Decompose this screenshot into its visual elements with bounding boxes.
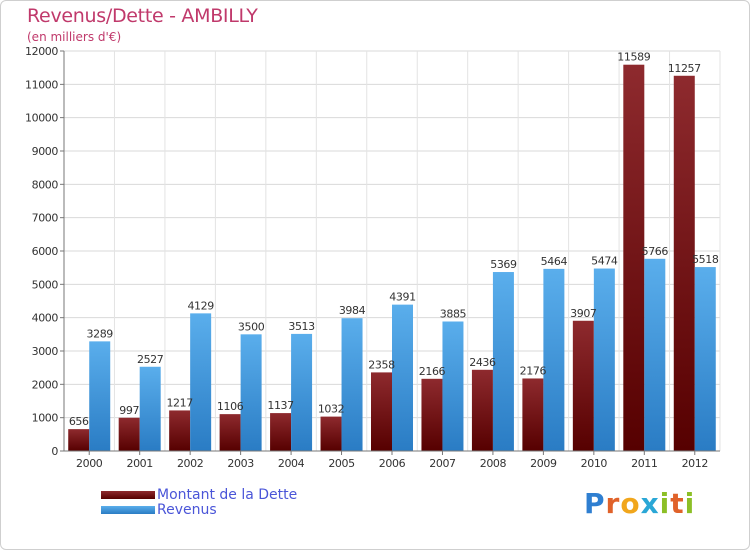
bar-dette	[471, 369, 493, 451]
bar-revenus	[139, 366, 161, 451]
data-label-revenus: 3500	[238, 320, 265, 333]
bar-dette	[572, 320, 594, 451]
legend-label-revenus: Revenus	[157, 502, 217, 518]
data-label-revenus: 3984	[339, 304, 366, 317]
bar-dette	[623, 64, 645, 451]
data-label-dette: 11257	[668, 62, 701, 75]
y-tick-label: 12000	[25, 45, 58, 58]
y-tick-label: 0	[51, 445, 58, 458]
data-label-revenus: 4129	[187, 299, 214, 312]
x-tick-label: 2010	[581, 457, 608, 470]
data-label-dette: 1137	[267, 399, 294, 412]
data-label-dette: 11589	[617, 51, 650, 64]
y-tick-label: 10000	[25, 112, 58, 125]
x-tick-label: 2003	[227, 457, 254, 470]
data-label-revenus: 4391	[389, 291, 415, 304]
legend-item-dette: Montant de la Dette	[101, 487, 297, 503]
logo-letter: x	[640, 487, 660, 520]
data-label-revenus: 3513	[288, 320, 315, 333]
legend-item-revenus: Revenus	[101, 502, 217, 518]
bar-revenus	[543, 268, 565, 451]
logo-letter: o	[620, 487, 641, 520]
x-tick-label: 2006	[379, 457, 406, 470]
x-tick-label: 2007	[429, 457, 456, 470]
y-tick-label: 6000	[32, 245, 59, 258]
logo-letter: P	[584, 487, 606, 520]
chart-title: Revenus/Dette - AMBILLY	[27, 5, 258, 27]
y-tick-label: 2000	[32, 378, 59, 391]
bar-dette	[270, 413, 292, 451]
legend-swatch-revenus	[101, 506, 155, 514]
y-tick-label: 7000	[32, 212, 59, 225]
data-label-dette: 3907	[570, 307, 597, 320]
bar-dette	[219, 414, 241, 451]
data-label-dette: 1106	[217, 400, 244, 413]
data-label-dette: 1032	[318, 403, 344, 416]
bar-revenus	[89, 341, 111, 451]
bar-revenus	[442, 321, 464, 451]
bar-revenus	[291, 333, 313, 451]
bar-revenus	[644, 258, 666, 451]
bars	[68, 64, 716, 452]
bar-dette	[673, 75, 695, 452]
legend-swatch-dette	[101, 491, 155, 499]
bar-revenus	[240, 334, 262, 451]
bar-dette	[320, 416, 342, 451]
legend-label-dette: Montant de la Dette	[157, 487, 298, 503]
data-label-dette: 656	[69, 415, 89, 428]
x-tick-label: 2001	[126, 457, 152, 470]
bar-revenus	[492, 272, 514, 451]
y-tick-label: 1000	[32, 412, 59, 425]
x-tick-label: 2004	[278, 457, 305, 470]
data-label-revenus: 5464	[541, 255, 568, 268]
bar-revenus	[694, 267, 716, 451]
x-tick-label: 2005	[328, 457, 355, 470]
y-tick-label: 9000	[32, 145, 59, 158]
x-tick-label: 2008	[480, 457, 507, 470]
data-label-dette: 2166	[419, 365, 446, 378]
chart-subtitle: (en milliers d'€)	[27, 30, 122, 44]
bar-dette	[371, 372, 392, 451]
data-labels: 656 3289 997 2527 1217 4129 1106 3500 1137 3513 10…	[69, 51, 719, 428]
logo-letter: i	[684, 487, 696, 520]
y-tick-label: 5000	[32, 278, 59, 291]
x-tick-label: 2009	[530, 457, 557, 470]
y-tick-label: 4000	[32, 312, 59, 325]
logo-letter: r	[605, 487, 621, 520]
y-tick-label: 3000	[32, 345, 59, 358]
data-label-revenus: 3289	[87, 327, 114, 340]
bar-dette	[522, 378, 544, 451]
bar-dette	[169, 410, 191, 451]
data-label-revenus: 5766	[642, 245, 669, 258]
bar-revenus	[341, 318, 363, 451]
y-tick-label: 11000	[25, 78, 58, 91]
bar-dette	[421, 378, 443, 451]
logo-letter: t	[670, 487, 685, 520]
data-label-revenus: 2527	[137, 353, 164, 366]
data-label-revenus: 3885	[440, 308, 467, 321]
bar-revenus	[593, 268, 615, 451]
bar-revenus	[190, 313, 212, 451]
axes: 0 1000 2000 3000 4000 5000 6000 7000 8000 9000 100…	[25, 45, 720, 470]
data-label-dette: 997	[119, 404, 139, 417]
x-tick-label: 2011	[631, 457, 657, 470]
data-label-revenus: 5474	[591, 255, 618, 268]
data-label-dette: 2176	[520, 364, 547, 377]
data-label-dette: 1217	[166, 396, 193, 409]
x-tick-label: 2012	[682, 457, 708, 470]
proxiti-logo: Proxiti	[584, 487, 695, 520]
data-label-revenus: 5369	[490, 258, 517, 271]
bar-dette	[68, 429, 90, 451]
y-tick-label: 8000	[32, 178, 59, 191]
logo-letter: i	[659, 487, 671, 520]
data-label-revenus: 5518	[692, 253, 719, 266]
x-tick-label: 2000	[76, 457, 103, 470]
x-tick-label: 2002	[177, 457, 203, 470]
bar-dette	[118, 417, 140, 451]
data-label-dette: 2358	[368, 358, 395, 371]
data-label-dette: 2436	[469, 356, 496, 369]
bar-revenus	[392, 304, 413, 451]
